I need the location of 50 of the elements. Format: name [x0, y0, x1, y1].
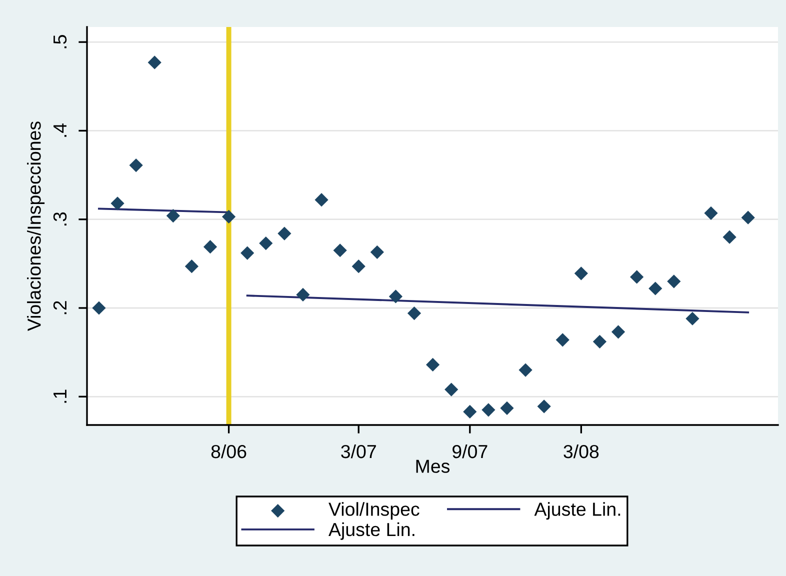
- point: [240, 246, 254, 260]
- y-tick-label: .2: [53, 301, 66, 314]
- point: [388, 290, 403, 304]
- point: [110, 196, 124, 210]
- x-axis-title: Mes: [416, 460, 450, 473]
- legend-label: Viol/Inspec: [328, 502, 420, 520]
- x-tick-label: 8/06: [211, 444, 246, 458]
- point: [370, 245, 384, 259]
- point: [333, 244, 347, 258]
- point: [667, 274, 681, 288]
- point: [500, 401, 514, 415]
- legend-label: Ajuste Lin.: [534, 502, 620, 520]
- point: [592, 334, 607, 348]
- point: [630, 270, 644, 284]
- y-tick-label: .3: [53, 212, 67, 226]
- point: [148, 56, 162, 70]
- point: [537, 400, 551, 414]
- point: [426, 358, 440, 372]
- point: [463, 404, 477, 419]
- point: [648, 282, 662, 296]
- point: [92, 301, 106, 315]
- x-tick-label: 3/08: [564, 444, 599, 458]
- point: [444, 382, 458, 396]
- point: [278, 226, 292, 240]
- point: [352, 260, 366, 274]
- point: [296, 288, 310, 302]
- point: [556, 333, 570, 347]
- point: [482, 403, 496, 417]
- point: [704, 206, 718, 220]
- point: [203, 240, 218, 254]
- x-tick-label: 3/07: [341, 444, 376, 458]
- y-tick-label: .4: [54, 123, 66, 137]
- y-axis-title: Violaciones/Inspecciones: [27, 122, 45, 332]
- point: [222, 210, 236, 224]
- point: [407, 306, 422, 320]
- legend-label: Ajuste Lin.: [328, 522, 414, 540]
- point: [574, 266, 588, 280]
- point: [129, 158, 143, 172]
- x-tick-label: 9/07: [452, 444, 488, 458]
- point: [314, 193, 328, 207]
- point: [722, 230, 736, 244]
- y-tick-label: .5: [54, 35, 67, 48]
- y-tick-label: .1: [54, 390, 66, 403]
- point: [741, 210, 755, 224]
- point: [166, 209, 180, 223]
- point: [611, 325, 626, 339]
- point: [259, 236, 273, 250]
- point: [184, 260, 198, 274]
- point: [686, 312, 700, 326]
- point: [518, 363, 532, 377]
